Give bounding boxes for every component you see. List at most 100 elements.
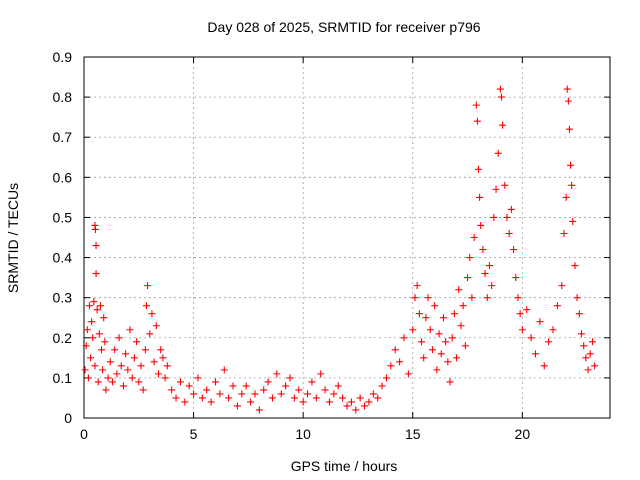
data-point: [247, 398, 255, 406]
data-point: [242, 382, 250, 390]
data-point: [490, 213, 498, 221]
data-point: [330, 390, 338, 398]
data-point: [176, 378, 184, 386]
data-point: [560, 229, 568, 237]
data-point: [212, 378, 219, 386]
data-point: [146, 330, 154, 338]
data-point: [512, 274, 520, 282]
y-tick-label: 0.9: [53, 49, 73, 65]
data-point: [507, 205, 515, 213]
data-point: [433, 366, 441, 374]
data-point: [91, 225, 99, 233]
data-point: [473, 117, 481, 125]
data-point: [492, 185, 500, 193]
data-point: [93, 306, 101, 314]
data-point: [549, 326, 557, 334]
data-point: [477, 221, 485, 229]
data-point: [563, 85, 571, 93]
y-tick-label: 0.6: [53, 169, 73, 185]
data-point: [251, 390, 259, 398]
data-point: [225, 394, 233, 402]
data-point: [194, 374, 202, 382]
data-point: [415, 310, 423, 318]
data-point: [573, 294, 581, 302]
data-point: [89, 334, 97, 342]
data-point: [422, 314, 430, 322]
x-axis-label: GPS time / hours: [291, 458, 398, 474]
data-point: [426, 326, 434, 334]
data-point: [505, 229, 513, 237]
data-point: [124, 366, 132, 374]
data-point: [503, 213, 511, 221]
data-point: [141, 346, 149, 354]
data-point: [531, 350, 539, 358]
data-point: [501, 181, 509, 189]
data-point: [255, 406, 263, 414]
data-point: [420, 354, 428, 362]
data-point: [413, 282, 421, 290]
data-point: [591, 362, 599, 370]
data-point: [185, 382, 193, 390]
grid: [84, 57, 610, 418]
data-point: [568, 181, 576, 189]
data-point: [325, 398, 333, 406]
data-point: [387, 362, 395, 370]
data-point: [150, 358, 158, 366]
data-point: [119, 382, 127, 390]
y-tick-label: 0.5: [53, 209, 73, 225]
data-point: [312, 394, 320, 402]
x-tick-label: 0: [80, 426, 88, 442]
data-point: [527, 334, 535, 342]
data-point: [545, 338, 553, 346]
data-point: [111, 346, 119, 354]
data-point: [444, 358, 452, 366]
data-point: [198, 394, 206, 402]
data-point: [334, 382, 342, 390]
data-point: [203, 386, 211, 394]
data-point: [83, 326, 91, 334]
data-point: [540, 362, 548, 370]
data-point: [514, 294, 522, 302]
data-point: [481, 270, 489, 278]
data-point: [498, 93, 506, 101]
data-point: [181, 398, 189, 406]
data-point: [92, 242, 100, 250]
ticks: 0 5 10 15 20 0 0.1 0.2 0.3 0.4 0.5 0.6 0.7 0.8 0.9: [53, 49, 610, 442]
data-point: [304, 390, 312, 398]
data-point: [347, 398, 355, 406]
y-tick-label: 0.2: [53, 330, 73, 346]
data-point: [404, 370, 412, 378]
x-tick-label: 15: [405, 426, 421, 442]
data-point: [450, 310, 458, 318]
data-point: [365, 398, 373, 406]
data-point: [233, 402, 241, 410]
data-point: [352, 406, 360, 414]
data-point: [475, 165, 482, 173]
data-point: [356, 394, 364, 402]
y-tick-label: 0.1: [53, 370, 73, 386]
data-point: [91, 362, 99, 370]
y-tick-label: 0.7: [53, 129, 73, 145]
y-tick-label: 0.8: [53, 89, 73, 105]
data-point: [139, 386, 147, 394]
data-points: [81, 85, 599, 414]
data-point: [461, 342, 469, 350]
data-point: [135, 378, 143, 386]
data-point: [523, 306, 531, 314]
data-point: [485, 262, 493, 270]
data-point: [102, 386, 110, 394]
y-tick-label: 0.3: [53, 290, 73, 306]
data-point: [442, 338, 450, 346]
data-point: [92, 270, 100, 278]
data-point: [260, 386, 268, 394]
data-point: [90, 298, 98, 306]
data-point: [516, 310, 524, 318]
data-point: [567, 161, 575, 169]
data-point: [428, 346, 436, 354]
data-point: [273, 370, 281, 378]
data-point: [586, 350, 594, 358]
data-point: [155, 370, 163, 378]
data-point: [88, 318, 96, 326]
